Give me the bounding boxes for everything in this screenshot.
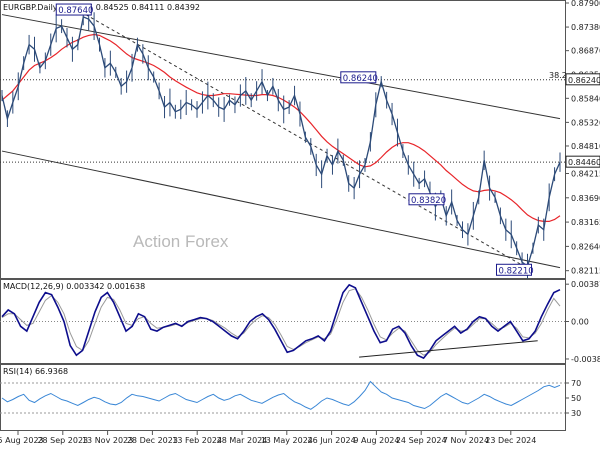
macd-header: MACD(12,26,9) 0.003342 0.001638	[3, 282, 145, 291]
price-annotation-label: 0.83820	[411, 196, 446, 206]
channel-lines	[1, 14, 561, 269]
time-tick-label: 13 Nov 2023	[82, 436, 133, 445]
current-price-box	[565, 155, 600, 168]
level-label: 0.86240	[568, 76, 600, 85]
macd-axis: 0.003878 0.00 -0.003894	[565, 280, 600, 364]
price-annotation-label: 0.82210	[498, 266, 533, 276]
price-annotation-label: 0.86240	[343, 74, 378, 84]
moving-average-line	[1, 33, 561, 222]
time-tick-label: 15 Aug 2023	[0, 436, 44, 445]
price-tick-label: 0.84215	[571, 170, 600, 179]
price-line	[1, 15, 561, 268]
macd-series	[0, 283, 565, 360]
macd-signal-line	[1, 288, 561, 356]
macd-tick-label: 0.00	[571, 318, 589, 327]
rsi-tick-label: 70	[571, 379, 581, 388]
rsi-axis: 70 50 30	[565, 379, 581, 418]
price-series	[1, 8, 561, 279]
price-annotation-box	[408, 193, 445, 206]
macd-tick-label: 0.003878	[571, 280, 600, 289]
time-tick-label: 28 Mar 2024	[217, 436, 268, 445]
rsi-series	[0, 380, 565, 414]
price-annotation-box	[55, 3, 92, 16]
rsi-panel-frame	[0, 364, 566, 431]
time-tick-label: 7 Nov 2024	[443, 436, 489, 445]
main-header: EURGBP.Daily 0.84145 0.84525 0.84111 0.8…	[3, 3, 200, 12]
macd-line	[1, 283, 561, 360]
time-tick-label: 24 Sep 2024	[396, 436, 447, 445]
time-tick-label: 23 Dec 2024	[485, 436, 536, 445]
time-tick-label: 28 Sep 2023	[37, 436, 88, 445]
price-axis: 0.879000.873800.868700.863500.858400.853…	[565, 0, 600, 276]
fib-label: 38.2	[549, 71, 567, 80]
price-tick-label: 0.82115	[571, 267, 600, 276]
time-tick-label: 28 Dec 2023	[127, 436, 178, 445]
level-label-box	[565, 73, 600, 86]
price-tick-label: 0.83165	[571, 218, 600, 227]
price-annotation-label: 0.87640	[58, 6, 93, 16]
time-tick-label: 9 Aug 2024	[353, 436, 399, 445]
time-tick-label: 13 May 2024	[261, 436, 313, 445]
macd-tick-label: -0.003894	[571, 355, 600, 364]
rsi-tick-label: 30	[571, 409, 581, 418]
rsi-tick-label: 50	[571, 394, 581, 403]
price-grid: 38.2	[0, 71, 567, 163]
rsi-line	[1, 380, 561, 410]
time-tick-label: 13 Feb 2024	[172, 436, 222, 445]
time-tick-label: 26 Jun 2024	[308, 436, 356, 445]
price-annotations: 0.87640 0.86240 0.83820 0.82210	[55, 3, 534, 276]
channel-line-upper	[1, 14, 561, 120]
price-annotation-box	[340, 71, 377, 84]
current-price-label: 0.84460	[568, 158, 600, 167]
channel-line-lower	[1, 150, 561, 269]
main-panel-frame	[0, 0, 566, 279]
moving-average	[1, 33, 561, 222]
price-annotation-box	[495, 263, 532, 276]
watermark: Action Forex	[133, 232, 229, 251]
macd-trendline	[359, 340, 538, 358]
rsi-header: RSI(14) 66.9368	[3, 367, 68, 376]
